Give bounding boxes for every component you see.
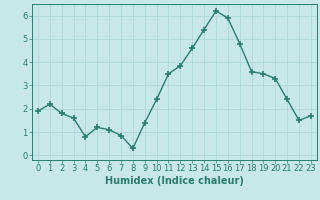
X-axis label: Humidex (Indice chaleur): Humidex (Indice chaleur) bbox=[105, 176, 244, 186]
